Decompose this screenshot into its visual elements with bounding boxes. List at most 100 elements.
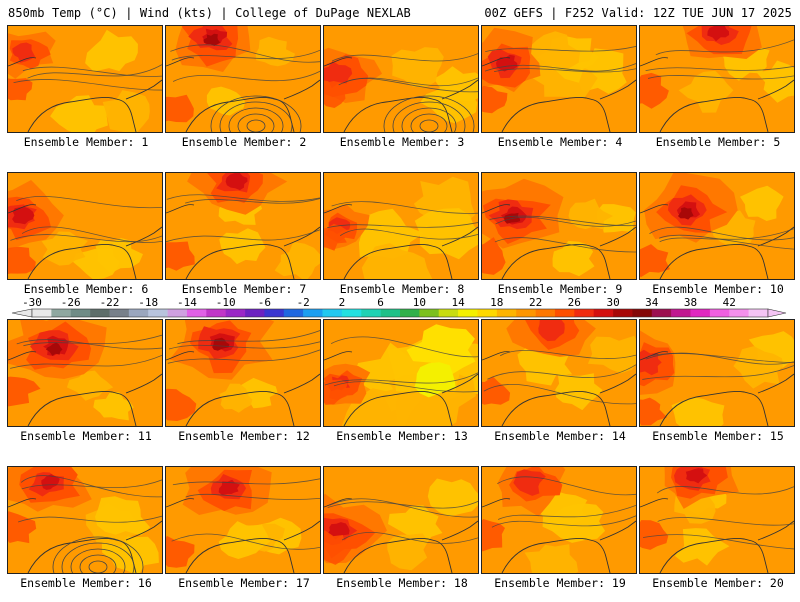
member-caption: Ensemble Member: 19	[494, 576, 626, 590]
member-caption: Ensemble Member: 8	[339, 282, 465, 296]
member-caption: Ensemble Member: 1	[23, 135, 149, 149]
colorbar-swatch	[593, 309, 614, 317]
temperature-map	[481, 25, 637, 133]
temperature-map	[639, 466, 795, 574]
colorbar-tick-label: -26	[61, 296, 81, 309]
colorbar-swatch	[361, 309, 381, 317]
ensemble-member-panel: Ensemble Member: 5	[639, 25, 797, 161]
temperature-map	[481, 319, 637, 427]
member-caption: Ensemble Member: 4	[497, 135, 623, 149]
temperature-map	[165, 172, 321, 280]
temperature-map	[7, 172, 163, 280]
colorbar-tick-label: -22	[100, 296, 120, 309]
colorbar-swatch	[477, 309, 498, 317]
temperature-map	[7, 319, 163, 427]
colorbar-swatch	[690, 309, 711, 317]
member-caption: Ensemble Member: 2	[181, 135, 307, 149]
temperature-map	[481, 172, 637, 280]
member-caption: Ensemble Member: 9	[497, 282, 623, 296]
colorbar-swatch	[613, 309, 633, 317]
member-caption: Ensemble Member: 17	[178, 576, 310, 590]
colorbar-tick-label: -14	[177, 296, 197, 309]
colorbar-tick-label: 34	[645, 296, 659, 309]
colorbar-tick-label: 30	[606, 296, 619, 309]
colorbar-swatch	[206, 309, 226, 317]
ensemble-member-panel: Ensemble Member: 7	[165, 172, 323, 308]
colorbar-swatch	[671, 309, 691, 317]
colorbar-swatch	[225, 309, 246, 317]
temperature-map	[7, 25, 163, 133]
colorbar-swatch	[651, 309, 672, 317]
ensemble-member-panel: Ensemble Member: 16	[7, 466, 165, 602]
colorbar-swatch	[51, 309, 72, 317]
colorbar-swatch	[186, 309, 207, 317]
ensemble-member-panel: Ensemble Member: 9	[481, 172, 639, 308]
colorbar-swatch	[438, 309, 459, 317]
colorbar-swatch	[535, 309, 556, 317]
colorbar-swatch	[458, 309, 478, 317]
ensemble-member-panel: Ensemble Member: 2	[165, 25, 323, 161]
colorbar-tick-label: 14	[451, 296, 465, 309]
colorbar-swatch	[167, 309, 188, 317]
ensemble-member-panel: Ensemble Member: 11	[7, 319, 165, 455]
colorbar-tick-label: -30	[22, 296, 42, 309]
ensemble-member-panel: Ensemble Member: 13	[323, 319, 481, 455]
colorbar-swatch	[632, 309, 653, 317]
ensemble-member-panel: Ensemble Member: 18	[323, 466, 481, 602]
ensemble-member-panel: Ensemble Member: 17	[165, 466, 323, 602]
temperature-map	[165, 466, 321, 574]
member-caption: Ensemble Member: 6	[23, 282, 149, 296]
member-caption: Ensemble Member: 7	[181, 282, 307, 296]
colorbar-swatch	[322, 309, 343, 317]
member-caption: Ensemble Member: 3	[339, 135, 465, 149]
colorbar-swatch	[148, 309, 168, 317]
member-caption: Ensemble Member: 14	[494, 429, 626, 443]
member-caption: Ensemble Member: 12	[178, 429, 310, 443]
member-caption: Ensemble Member: 18	[336, 576, 468, 590]
ensemble-member-panel: Ensemble Member: 12	[165, 319, 323, 455]
ensemble-member-panel: Ensemble Member: 6	[7, 172, 165, 308]
ensemble-member-panel: Ensemble Member: 10	[639, 172, 797, 308]
colorbar-swatch	[729, 309, 749, 317]
colorbar-swatch	[380, 309, 401, 317]
colorbar-tick-label: 42	[723, 296, 736, 309]
colorbar-swatch	[341, 309, 362, 317]
colorbar-tick-label: 6	[377, 296, 384, 309]
ensemble-member-panel: Ensemble Member: 4	[481, 25, 639, 161]
colorbar-tick-label: -18	[138, 296, 158, 309]
colorbar-tick-label: 22	[529, 296, 542, 309]
member-caption: Ensemble Member: 13	[336, 429, 468, 443]
colorbar-swatch	[109, 309, 130, 317]
ensemble-member-panel: Ensemble Member: 3	[323, 25, 481, 161]
temperature-map	[165, 319, 321, 427]
colorbar-swatch	[303, 309, 323, 317]
ensemble-member-panel: Ensemble Member: 15	[639, 319, 797, 455]
member-caption: Ensemble Member: 5	[655, 135, 781, 149]
colorbar-swatch	[419, 309, 440, 317]
member-caption: Ensemble Member: 10	[652, 282, 784, 296]
colorbar-tick-label: 18	[490, 296, 503, 309]
colorbar-tick-label: -2	[297, 296, 310, 309]
member-caption: Ensemble Member: 11	[20, 429, 152, 443]
colorbar-tick-label: -10	[216, 296, 236, 309]
colorbar-tick-label: -6	[258, 296, 271, 309]
temperature-map	[639, 25, 795, 133]
run-valid-time: 00Z GEFS | F252 Valid: 12Z TUE JUN 17 20…	[484, 6, 792, 20]
colorbar-swatch	[554, 309, 575, 317]
temperature-colorbar: -30 -26 -22 -18 -14 -10 -6 -2 2 6 10 14 18 22 26 30 34 38…	[11, 296, 787, 318]
member-caption: Ensemble Member: 20	[652, 576, 784, 590]
temperature-map	[481, 466, 637, 574]
colorbar-tick-label: 10	[413, 296, 426, 309]
colorbar-swatch	[128, 309, 149, 317]
colorbar-swatch	[574, 309, 594, 317]
colorbar-swatch	[264, 309, 285, 317]
colorbar-swatch	[516, 309, 536, 317]
temperature-map	[323, 466, 479, 574]
ensemble-member-panel: Ensemble Member: 1	[7, 25, 165, 161]
colorbar-max-arrow	[767, 308, 787, 318]
ensemble-member-panel: Ensemble Member: 8	[323, 172, 481, 308]
ensemble-member-panel: Ensemble Member: 14	[481, 319, 639, 455]
colorbar-swatch	[283, 309, 304, 317]
colorbar-swatch	[70, 309, 91, 317]
ensemble-member-panel: Ensemble Member: 20	[639, 466, 797, 602]
